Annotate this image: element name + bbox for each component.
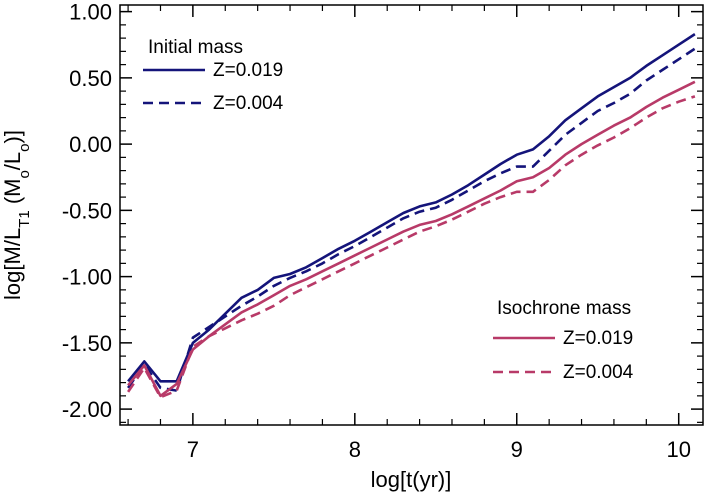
axis-ticks: 7 8 9 10 1.00 0.50 0.00 -0.50 -1.00 -1.50 -2.00: [62, 0, 703, 462]
legend-title: Initial mass: [148, 37, 243, 58]
y-tick-label: 1.00: [69, 0, 112, 25]
x-tick-label: 9: [511, 437, 523, 462]
x-axis-title: log[t(yr)]: [371, 467, 452, 492]
y-tick-label: 0.50: [69, 66, 112, 91]
legend-label: Z=0.019: [213, 60, 283, 81]
y-tick-label: -2.00: [62, 397, 112, 422]
plot-frame: [119, 4, 704, 426]
legend-title: Isochrone mass: [497, 298, 631, 319]
x-tick-label: 10: [666, 437, 690, 462]
series-line-3: [127, 95, 696, 399]
series-line-0: [127, 33, 696, 383]
x-tick-label: 8: [349, 437, 361, 462]
series-line-1: [127, 47, 696, 392]
y-tick-label: 0.00: [69, 132, 112, 157]
y-tick-label: -1.50: [62, 331, 112, 356]
legend-label: Z=0.004: [213, 93, 284, 114]
legend-label: Z=0.019: [563, 328, 633, 349]
x-tick-label: 7: [187, 437, 199, 462]
legend-label: Z=0.004: [563, 362, 634, 383]
series-group: [127, 33, 696, 399]
y-tick-label: -0.50: [62, 198, 112, 223]
series-line-2: [127, 80, 696, 398]
y-tick-label: -1.00: [62, 265, 112, 290]
y-axis-title: log[M/LT1 (Mo/Lo)]: [0, 130, 33, 300]
